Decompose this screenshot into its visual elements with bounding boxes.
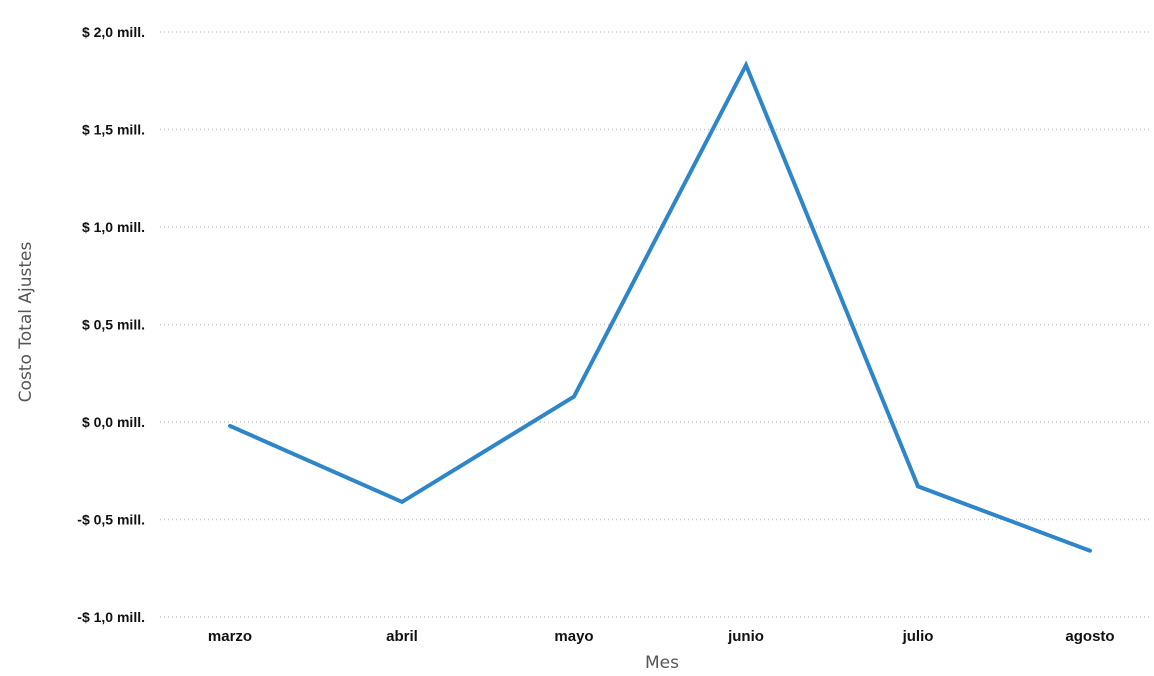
x-axis-ticks: marzo abril mayo junio julio agosto (208, 628, 1115, 645)
y-axis-ticks: $ 2,0 mill. $ 1,5 mill. $ 1,0 mill. $ 0,5 m… (77, 24, 145, 625)
y-tick-label: $ 0,5 mill. (82, 317, 145, 333)
y-axis-title: Costo Total Ajustes (16, 242, 36, 403)
y-tick-label: -$ 1,0 mill. (77, 609, 145, 625)
x-axis-title: Mes (645, 653, 679, 673)
y-tick-label: $ 1,5 mill. (82, 122, 145, 138)
y-tick-label: -$ 0,5 mill. (77, 512, 145, 528)
x-tick-label: abril (386, 628, 418, 645)
series-line (228, 60, 1092, 553)
y-tick-label: $ 0,0 mill. (82, 414, 145, 430)
series-layer (228, 60, 1092, 553)
y-tick-label: $ 2,0 mill. (82, 24, 145, 40)
x-tick-label: julio (902, 628, 934, 645)
gridlines (160, 31, 1150, 618)
x-tick-label: marzo (208, 628, 252, 645)
x-tick-label: junio (727, 628, 764, 645)
x-tick-label: mayo (554, 628, 593, 645)
x-tick-label: agosto (1065, 628, 1114, 645)
y-tick-label: $ 1,0 mill. (82, 219, 145, 235)
